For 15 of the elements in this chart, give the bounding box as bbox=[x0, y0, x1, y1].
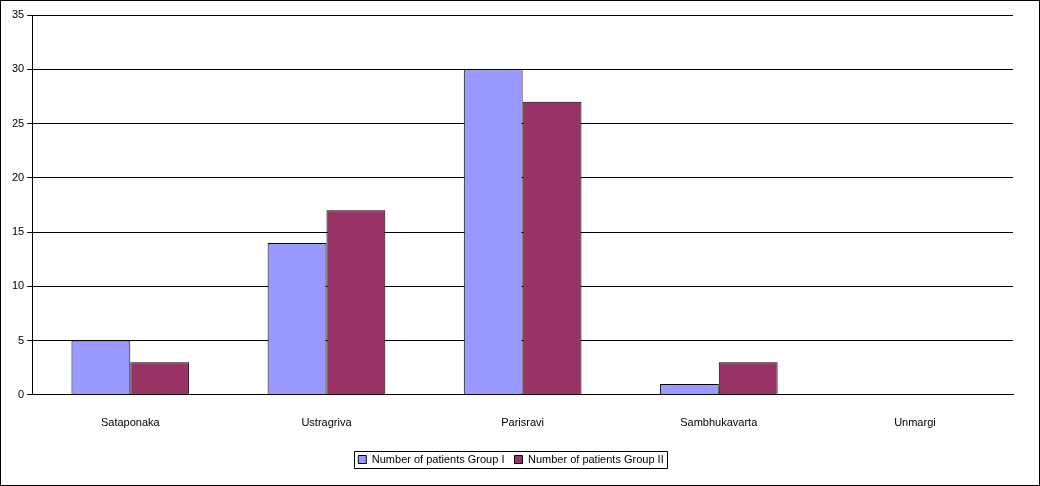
y-tick-label: 5 bbox=[18, 333, 25, 346]
x-tick-label: Ustragriva bbox=[301, 416, 353, 429]
y-tick-label: 20 bbox=[11, 170, 25, 183]
y-tick-label: 15 bbox=[11, 225, 25, 238]
y-tick-label: 10 bbox=[11, 279, 25, 292]
x-tick-label: Sataponaka bbox=[100, 416, 161, 429]
legend-label: Number of patients Group II bbox=[527, 452, 664, 465]
legend-label: Number of patients Group I bbox=[371, 452, 505, 465]
x-tick-label: Unmargi bbox=[894, 416, 936, 429]
y-tick-label: 0 bbox=[18, 387, 25, 400]
y-tick-label: 30 bbox=[11, 62, 25, 75]
x-tick-label: Parisravi bbox=[501, 416, 545, 429]
x-tick-label: Sambhukavarta bbox=[680, 416, 759, 429]
y-tick-label: 35 bbox=[11, 8, 25, 21]
y-tick-label: 25 bbox=[11, 116, 25, 129]
